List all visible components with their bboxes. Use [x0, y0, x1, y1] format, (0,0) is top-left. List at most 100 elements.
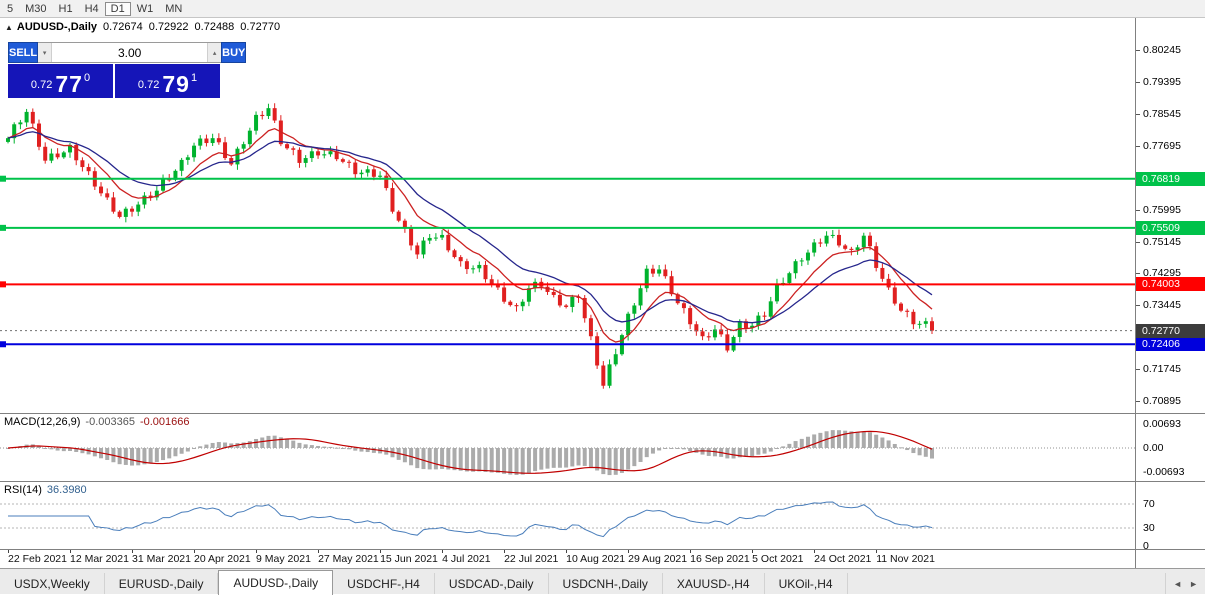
time-axis-tick [876, 550, 878, 553]
buy-price-sup: 1 [190, 72, 198, 84]
time-axis-tick [628, 550, 630, 553]
tab-scroll-controls: ◄ ► [1165, 573, 1205, 594]
hline-handle[interactable] [0, 175, 6, 182]
hline-price-badge: 0.74003 [1136, 277, 1205, 292]
timeframe-button-h4[interactable]: H4 [84, 2, 99, 15]
time-axis-tick [194, 550, 196, 553]
time-axis-tick [70, 550, 71, 553]
time-axis-label: 20 Apr 2021 [194, 553, 251, 565]
macd-axis-label: 0.00 [1143, 442, 1164, 454]
price-axis-tick [1136, 145, 1140, 147]
price-axis-label: 0.77695 [1143, 139, 1181, 152]
chart-tab-xauusd-h4[interactable]: XAUUSD-,H4 [663, 573, 765, 594]
macd-main-value: -0.003365 [85, 416, 135, 428]
pane-separator [1136, 549, 1205, 550]
price-axis-tick [1136, 50, 1140, 52]
ohlc-open: 0.72674 [103, 21, 143, 33]
pane-separator [1136, 481, 1205, 482]
time-axis-label: 31 Mar 2021 [132, 553, 191, 565]
time-axis-label: 5 Oct 2021 [752, 553, 804, 565]
time-axis-tick [256, 550, 258, 553]
chart-tab-usdcnh-daily[interactable]: USDCNH-,Daily [549, 573, 663, 594]
time-axis-tick [8, 550, 9, 553]
rsi-label: RSI(14) 36.3980 [4, 484, 87, 496]
time-axis-tick [690, 550, 692, 553]
chart-tab-usdcad-daily[interactable]: USDCAD-,Daily [435, 573, 549, 594]
rsi-axis-label: 30 [1143, 522, 1155, 534]
time-axis-tick [566, 550, 568, 553]
time-axis-label: 4 Jul 2021 [442, 553, 491, 565]
volume-increase-button[interactable]: ▴ [207, 43, 222, 62]
hline-handle[interactable] [0, 341, 6, 348]
price-axis-tick [1136, 273, 1140, 275]
price-axis-tick [1136, 241, 1140, 243]
timeframe-button-d1[interactable]: D1 [104, 1, 131, 16]
chart-tab-usdchf-h4[interactable]: USDCHF-,H4 [333, 573, 435, 594]
macd-canvas[interactable] [0, 414, 1135, 482]
ohlc-low: 0.72488 [194, 21, 235, 33]
buy-price-big: 79 [162, 71, 190, 97]
buy-price-display[interactable]: 0.72 79 1 [115, 64, 220, 98]
macd-axis-label: 0.00693 [1143, 418, 1181, 431]
time-axis-label: 11 Nov 2021 [876, 553, 935, 565]
timeframe-button-mn[interactable]: MN [165, 2, 183, 15]
chart-tab-usdx-weekly[interactable]: USDX,Weekly [0, 573, 105, 594]
time-axis-tick [752, 550, 754, 553]
price-axis-label: 0.79395 [1143, 76, 1181, 89]
timeframe-button-w1[interactable]: W1 [136, 2, 154, 15]
sell-price-sup: 0 [83, 72, 91, 84]
price-axis-tick [1136, 305, 1140, 307]
time-axis-label: 15 Jun 2021 [380, 553, 438, 565]
hline-handle[interactable] [0, 224, 6, 231]
chart-title: ▲ AUDUSD-,Daily 0.72674 0.72922 0.72488 0.727… [5, 21, 280, 33]
time-axis-tick [132, 550, 134, 553]
time-axis-label: 22 Feb 2021 [8, 553, 67, 565]
time-axis-label: 9 May 2021 [256, 553, 311, 565]
buy-button[interactable]: BUY [221, 42, 247, 63]
timeframe-button-m30[interactable]: M30 [25, 2, 47, 15]
chart-tab-ukoil-h4[interactable]: UKOil-,H4 [765, 573, 848, 594]
sell-price-display[interactable]: 0.72 77 0 [8, 64, 113, 98]
tab-scroll-right-icon[interactable]: ► [1189, 578, 1198, 589]
chart-symbol: AUDUSD-,Daily [16, 21, 97, 33]
hline-price-badge: 0.72406 [1136, 337, 1205, 352]
hline-price-badge: 0.75509 [1136, 220, 1205, 235]
time-axis-label: 22 Jul 2021 [504, 553, 559, 565]
current-price-badge: 0.72770 [1136, 323, 1205, 338]
time-axis-label: 10 Aug 2021 [566, 553, 626, 565]
volume-control: ▾ ▴ [38, 42, 222, 63]
timeframe-button-5[interactable]: 5 [7, 2, 14, 15]
price-axis[interactable]: 0.802450.793950.785450.776950.768450.759… [1135, 18, 1205, 568]
chart-tab-bar: USDX,Weekly EURUSD-,Daily AUDUSD-,Daily USD… [0, 568, 1205, 595]
rsi-indicator-name: RSI(14) [4, 484, 42, 496]
macd-indicator-name: MACD(12,26,9) [4, 416, 81, 428]
sell-price-base: 0.72 [30, 79, 53, 91]
rsi-canvas[interactable] [0, 482, 1135, 550]
tab-scroll-left-icon[interactable]: ◄ [1173, 578, 1183, 589]
timeframe-toolbar: 5 M30 H1 H4 D1 W1 MN [0, 0, 1205, 18]
time-axis[interactable]: 22 Feb 2021 12 Mar 2021 31 Mar 2021 20 Apr … [0, 550, 1135, 568]
time-axis-tick [318, 550, 320, 553]
sell-button[interactable]: SELL [8, 42, 39, 63]
pane-separator [1136, 413, 1205, 414]
collapse-trade-panel-icon[interactable]: ▲ [5, 23, 13, 32]
time-axis-label: 27 May 2021 [318, 553, 379, 565]
hline-handle[interactable] [0, 281, 6, 288]
time-axis-tick [814, 550, 816, 553]
timeframe-button-h1[interactable]: H1 [58, 2, 73, 15]
macd-axis-label: -0.00693 [1143, 465, 1185, 478]
one-click-trade-panel: SELL ▾ ▴ BUY 0.72 77 0 0.72 79 1 [8, 42, 247, 98]
volume-input[interactable] [52, 43, 208, 62]
rsi-axis-label: 0 [1143, 540, 1149, 552]
price-axis-label: 0.73445 [1143, 299, 1181, 312]
chart-tab-audusd-daily[interactable]: AUDUSD-,Daily [218, 570, 334, 595]
chart-workspace: 22 Feb 2021 12 Mar 2021 31 Mar 2021 20 Apr … [0, 18, 1205, 568]
price-axis-tick [1136, 209, 1140, 211]
rsi-axis-label: 70 [1143, 498, 1155, 510]
chart-tab-eurusd-daily[interactable]: EURUSD-,Daily [105, 573, 219, 594]
macd-label: MACD(12,26,9) -0.003365 -0.001666 [4, 416, 190, 428]
time-axis-tick [380, 550, 382, 553]
volume-decrease-button[interactable]: ▾ [38, 43, 53, 62]
price-chart-canvas[interactable] [0, 18, 1135, 414]
time-axis-label: 24 Oct 2021 [814, 553, 872, 565]
